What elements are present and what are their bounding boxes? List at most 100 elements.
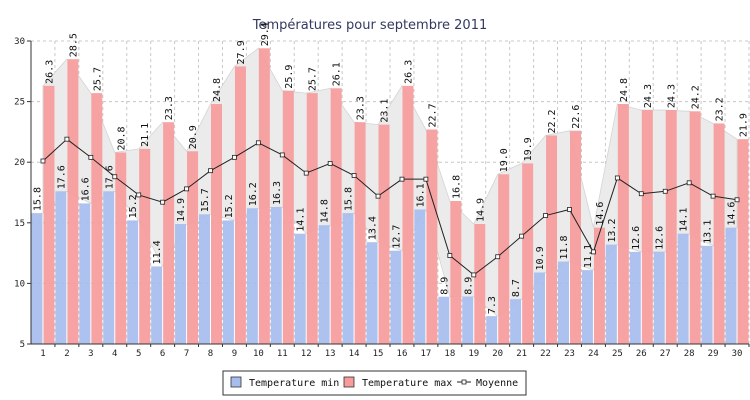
- data-label-max: 27.9: [236, 40, 247, 64]
- x-tick-label: 17: [420, 349, 431, 359]
- x-tick-label: 15: [373, 349, 384, 359]
- legend-box: [222, 370, 527, 396]
- y-tick-label: 30: [14, 37, 25, 47]
- bars: [31, 48, 749, 345]
- data-labels: 15.8 26.3 17.6 28.5 16.6 25.7 17.6 20.8 15.2 21.1…: [32, 22, 749, 314]
- bar-max: [498, 174, 510, 344]
- bar-max: [306, 93, 318, 344]
- data-label-max: 24.8: [212, 78, 223, 102]
- x-tick-label: 7: [184, 349, 189, 359]
- bar-max: [330, 88, 342, 344]
- bar-min: [246, 208, 258, 344]
- bar-max: [737, 139, 749, 344]
- data-label-min: 8.7: [511, 279, 522, 297]
- y-tick-label: 15: [14, 219, 25, 229]
- average-point: [112, 174, 118, 180]
- bar-min: [127, 220, 139, 344]
- data-label-max: 21.9: [739, 113, 750, 137]
- average-point: [136, 192, 142, 198]
- data-label-min: 15.7: [200, 188, 211, 212]
- average-point: [279, 152, 285, 158]
- average-point: [614, 175, 620, 181]
- bar-max: [163, 122, 175, 344]
- legend-label-max: Temperature max: [362, 378, 452, 389]
- data-label-max: 20.8: [116, 126, 127, 150]
- data-label-min: 15.2: [224, 194, 235, 218]
- average-line: [40, 136, 740, 278]
- bar-min: [581, 270, 593, 344]
- bar-min: [629, 251, 641, 344]
- bar-min: [222, 220, 234, 344]
- bar-max: [426, 129, 438, 344]
- bar-max: [378, 124, 390, 345]
- data-label-min: 14.1: [679, 208, 690, 232]
- bar-max: [211, 104, 222, 344]
- average-point: [710, 193, 716, 199]
- data-label-max: 19.0: [499, 148, 510, 172]
- data-label-max: 29.4: [260, 22, 271, 46]
- x-tick-label: 2: [64, 349, 69, 359]
- legend-swatch-min: [230, 376, 242, 388]
- data-label-min: 15.2: [128, 194, 139, 218]
- x-tick-label: 9: [232, 349, 237, 359]
- bar-min: [294, 233, 306, 344]
- bar-max: [187, 151, 199, 344]
- x-tick-label: 30: [732, 349, 743, 359]
- data-label-min: 11.4: [152, 240, 163, 264]
- bar-min: [390, 250, 402, 344]
- average-point: [160, 199, 166, 205]
- x-tick-label: 19: [468, 349, 479, 359]
- average-point: [232, 154, 237, 160]
- x-tick-label: 1: [40, 349, 45, 359]
- bar-max: [115, 152, 127, 344]
- data-label-max: 20.9: [188, 125, 199, 149]
- data-label-min: 12.7: [391, 225, 402, 249]
- data-label-min: 12.6: [655, 226, 666, 250]
- bar-min: [653, 251, 665, 344]
- legend-label-moyenne: Moyenne: [476, 378, 518, 389]
- average-point: [734, 197, 740, 203]
- data-label-max: 22.2: [547, 109, 558, 133]
- legend-label-min: Temperature min: [249, 378, 339, 389]
- data-label-max: 14.6: [595, 202, 606, 226]
- bar-min: [103, 191, 115, 344]
- average-point: [208, 168, 213, 174]
- bar-min: [462, 296, 474, 344]
- data-label-min: 14.9: [176, 198, 187, 222]
- data-label-min: 13.2: [607, 219, 618, 243]
- x-tick-label: 26: [636, 349, 647, 359]
- data-label-min: 16.1: [415, 183, 426, 207]
- bar-max: [665, 110, 677, 344]
- average-point: [351, 173, 357, 178]
- bar-min: [414, 209, 426, 344]
- x-tick-label: 24: [588, 349, 599, 359]
- data-label-min: 8.9: [439, 277, 450, 295]
- average-point: [303, 170, 309, 176]
- data-label-max: 24.3: [643, 84, 654, 108]
- x-tick-label: 29: [708, 349, 719, 359]
- average-point: [471, 272, 477, 278]
- average-point: [88, 154, 94, 160]
- x-tick-label: 6: [160, 349, 165, 359]
- average-point: [447, 253, 453, 258]
- bar-max: [450, 200, 462, 344]
- average-point: [375, 193, 381, 199]
- y-tick-label: 20: [14, 158, 25, 168]
- data-label-min: 10.9: [535, 246, 546, 270]
- data-label-min: 11.1: [583, 244, 594, 268]
- average-point: [255, 140, 261, 146]
- data-label-min: 14.6: [727, 202, 738, 226]
- bar-min: [677, 233, 689, 344]
- data-label-max: 22.7: [427, 103, 438, 127]
- data-label-max: 24.3: [667, 84, 678, 108]
- bar-min: [558, 261, 569, 344]
- bar-min: [366, 242, 378, 344]
- bar-min: [318, 225, 330, 344]
- average-point: [686, 180, 692, 186]
- average-point: [40, 158, 46, 164]
- chart-title: Températures pour septembre 2011: [252, 18, 487, 33]
- bar-max: [522, 163, 534, 344]
- x-tick-label: 23: [564, 349, 575, 359]
